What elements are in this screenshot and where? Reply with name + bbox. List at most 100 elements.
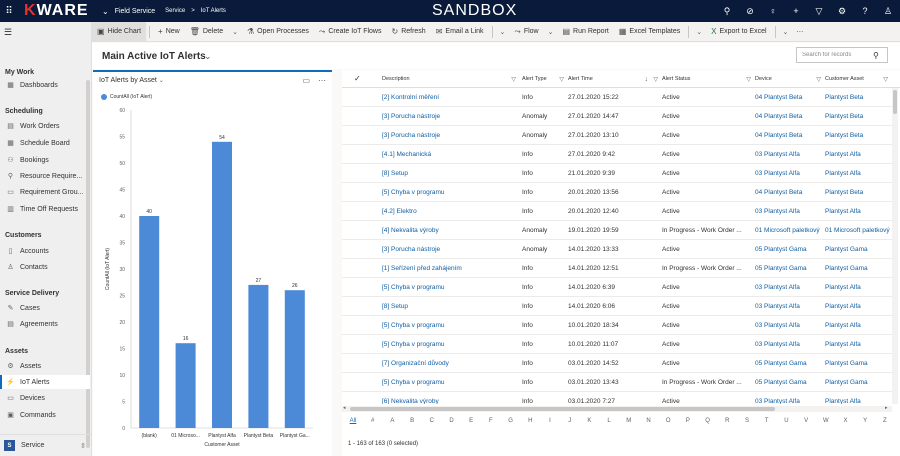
cell-asset[interactable]: Plantyst Alfa [825, 321, 861, 329]
chevron-down-icon[interactable]: ⌄ [102, 6, 109, 16]
sidebar-item-requirement-grou[interactable]: ▭ Requirement Grou... [0, 185, 90, 199]
cell-description[interactable]: [3] Porucha nástroje [382, 245, 441, 253]
lightbulb-icon[interactable]: ♀ [769, 6, 777, 16]
filter-icon[interactable]: ▽ [746, 76, 751, 83]
table-row[interactable]: [5] Chyba v programu Info 10.01.2020 18:34… [342, 316, 892, 335]
sidebar-item-work-orders[interactable]: ▤ Work Orders [0, 119, 90, 133]
app-launcher-icon[interactable]: ⠿ [5, 5, 13, 17]
alphabet-filter-o[interactable]: O [665, 418, 671, 424]
cell-device[interactable]: 01 Microsoft paletkový [755, 226, 820, 234]
filter-icon[interactable]: ▽ [559, 76, 564, 83]
cell-device[interactable]: 04 Plantyst Beta [755, 188, 803, 196]
filter-icon[interactable]: ▽ [883, 76, 888, 83]
alphabet-filter-u[interactable]: U [784, 418, 789, 424]
alphabet-filter-q[interactable]: Q [705, 418, 710, 424]
column-header-alert-status[interactable]: Alert Status ▽ [662, 70, 755, 88]
filter-icon[interactable]: ▽ [816, 76, 821, 83]
cell-device[interactable]: 03 Plantyst Alfa [755, 150, 800, 158]
table-row[interactable]: [6] Nekvalita výroby Info 03.01.2020 7:27 A… [342, 392, 892, 405]
alphabet-filter-j[interactable]: J [568, 418, 572, 424]
expand-chart-icon[interactable]: ▭ [302, 76, 310, 85]
alphabet-filter-all[interactable]: All [349, 418, 357, 424]
cell-description[interactable]: [4] Nekvalita výroby [382, 226, 439, 234]
alphabet-filter-k[interactable]: K [587, 418, 592, 424]
sidebar-item-devices[interactable]: ▭ Devices [0, 391, 90, 405]
column-header-device[interactable]: Device ▽ [755, 70, 825, 88]
bar-blank[interactable] [139, 216, 160, 428]
help-icon[interactable]: ? [862, 6, 868, 16]
sidebar-item-assets[interactable]: ⚙ Assets [0, 359, 90, 373]
breadcrumb-service[interactable]: Service [165, 8, 186, 14]
alphabet-filter-f[interactable]: F [489, 418, 493, 424]
cell-description[interactable]: [5] Chyba v programu [382, 188, 445, 196]
search-icon[interactable]: ⚲ [723, 5, 731, 16]
cell-asset[interactable]: Plantyst Alfa [825, 397, 861, 405]
table-row[interactable]: [3] Porucha nástroje Anomaly 14.01.2020 13… [342, 240, 892, 259]
open-processes-button[interactable]: ⚗ Open Processes [242, 22, 314, 42]
plus-icon[interactable]: + [793, 6, 799, 16]
filter-icon[interactable]: ▽ [653, 76, 658, 83]
chevron-down-icon[interactable]: ⌄ [782, 28, 789, 36]
chart-selector[interactable]: IoT Alerts by Asset ⌄ [99, 77, 164, 84]
alphabet-filter-hash[interactable]: # [371, 418, 375, 424]
alphabet-filter-d[interactable]: D [449, 418, 454, 424]
alphabet-filter-n[interactable]: N [646, 418, 651, 424]
table-row[interactable]: [5] Chyba v programu Info 20.01.2020 13:56… [342, 183, 892, 202]
hamburger-menu-icon[interactable]: ☰ [4, 27, 13, 37]
cell-device[interactable]: 04 Plantyst Beta [755, 131, 803, 139]
refresh-button[interactable]: ↻ Refresh [386, 22, 430, 42]
table-row[interactable]: [4.2] Elektro Info 20.01.2020 12:40 Active 0… [342, 202, 892, 221]
sidebar-item-agreements[interactable]: ▤ Agreements [0, 317, 90, 331]
bar-01-microso[interactable] [175, 343, 196, 428]
table-row[interactable]: [5] Chyba v programu Info 03.01.2020 13:43… [342, 373, 892, 392]
cell-description[interactable]: [3] Porucha nástroje [382, 131, 441, 139]
alphabet-filter-h[interactable]: H [528, 418, 533, 424]
alphabet-filter-t[interactable]: T [764, 418, 769, 424]
alphabet-filter-p[interactable]: P [685, 418, 690, 424]
alphabet-filter-r[interactable]: R [725, 418, 730, 424]
area-switcher[interactable]: S Service ⇳ [0, 434, 92, 456]
table-row[interactable]: [3] Porucha nástroje Anomaly 27.01.2020 13… [342, 126, 892, 145]
sidebar-item-resource-require[interactable]: ⚲ Resource Require... [0, 169, 90, 183]
chevron-down-icon[interactable]: ⌄ [232, 28, 238, 36]
app-name[interactable]: Field Service [114, 7, 156, 15]
column-header-alert-time[interactable]: Alert Time ↓ ▽ [568, 70, 662, 88]
scroll-left-icon[interactable]: ◂ [343, 405, 346, 411]
cell-asset[interactable]: Plantyst Alfa [825, 340, 861, 348]
alphabet-filter-z[interactable]: Z [883, 418, 887, 424]
table-row[interactable]: [3] Porucha nástroje Anomaly 27.01.2020 14… [342, 107, 892, 126]
alphabet-filter-w[interactable]: W [822, 418, 829, 424]
cell-device[interactable]: 05 Plantyst Gama [755, 359, 807, 367]
cell-asset[interactable]: Plantyst Alfa [825, 207, 861, 215]
select-all-checkbox-icon[interactable]: ✓ [354, 74, 361, 83]
column-header-alert-type[interactable]: Alert Type ▽ [522, 70, 568, 88]
filter-icon[interactable]: ▽ [511, 76, 516, 83]
horizontal-scrollbar[interactable]: ◂ ▸ [342, 405, 892, 412]
more-commands-icon[interactable]: ⋯ [796, 28, 804, 36]
alphabet-filter-a[interactable]: A [390, 418, 395, 424]
alphabet-filter-g[interactable]: G [508, 418, 513, 424]
sidebar-scrollbar[interactable] [86, 80, 90, 448]
alphabet-filter-b[interactable]: B [410, 418, 415, 424]
cell-device[interactable]: 05 Plantyst Gama [755, 245, 807, 253]
cell-description[interactable]: [5] Chyba v programu [382, 321, 445, 329]
cell-asset[interactable]: Plantyst Alfa [825, 169, 861, 177]
alphabet-filter-i[interactable]: I [549, 418, 551, 424]
alphabet-filter-l[interactable]: L [607, 418, 611, 424]
cell-device[interactable]: 04 Plantyst Beta [755, 112, 803, 120]
cell-asset[interactable]: 01 Microsoft paletkový [825, 226, 890, 234]
cell-description[interactable]: [8] Setup [382, 302, 409, 310]
cell-asset[interactable]: Plantyst Alfa [825, 150, 861, 158]
cell-description[interactable]: [3] Porucha nástroje [382, 112, 441, 120]
sidebar-item-contacts[interactable]: ♙ Contacts [0, 260, 90, 274]
cell-description[interactable]: [8] Setup [382, 169, 409, 177]
cell-description[interactable]: [1] Seřízení před zahájením [382, 264, 462, 272]
view-title[interactable]: Main Active IoT Alerts [102, 51, 206, 62]
cell-description[interactable]: [6] Nekvalita výroby [382, 397, 439, 405]
export-to-excel-button[interactable]: X Export to Excel [706, 22, 771, 42]
cell-asset[interactable]: Plantyst Gama [825, 264, 868, 272]
cell-device[interactable]: 03 Plantyst Alfa [755, 169, 800, 177]
cell-device[interactable]: 03 Plantyst Alfa [755, 302, 800, 310]
table-row[interactable]: [1] Seřízení před zahájením Info 14.01.202… [342, 259, 892, 278]
cell-device[interactable]: 03 Plantyst Alfa [755, 283, 800, 291]
